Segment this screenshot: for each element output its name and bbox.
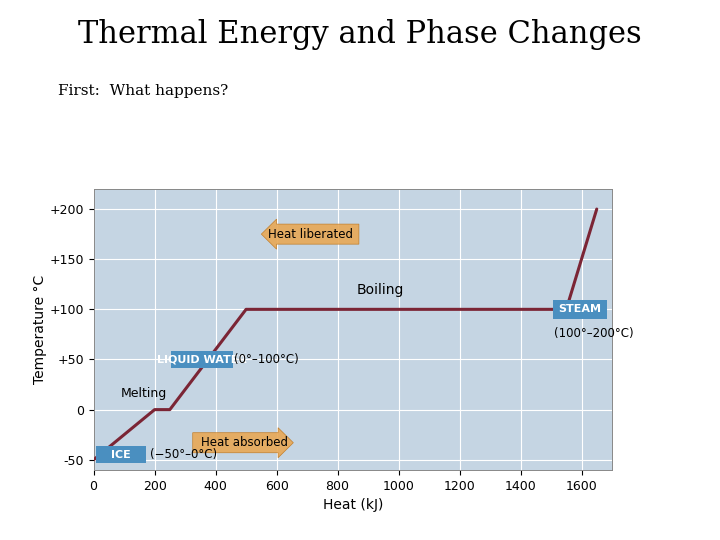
Text: (100°–200°C): (100°–200°C): [554, 327, 634, 340]
FancyBboxPatch shape: [553, 300, 607, 319]
Text: ICE: ICE: [111, 450, 131, 460]
X-axis label: Heat (kJ): Heat (kJ): [323, 498, 383, 512]
Text: STEAM: STEAM: [559, 305, 601, 314]
FancyArrow shape: [261, 219, 359, 249]
Text: (0°–100°C): (0°–100°C): [235, 353, 300, 366]
Text: Boiling: Boiling: [356, 284, 404, 298]
FancyArrow shape: [193, 428, 293, 458]
FancyBboxPatch shape: [171, 351, 233, 368]
Text: Heat liberated: Heat liberated: [268, 228, 353, 241]
Text: First:  What happens?: First: What happens?: [58, 84, 228, 98]
Text: Thermal Energy and Phase Changes: Thermal Energy and Phase Changes: [78, 19, 642, 50]
Y-axis label: Temperature °C: Temperature °C: [32, 275, 47, 384]
FancyBboxPatch shape: [96, 446, 145, 463]
Text: Melting: Melting: [121, 387, 167, 400]
Text: LIQUID WATER: LIQUID WATER: [157, 354, 247, 364]
Text: Heat absorbed: Heat absorbed: [201, 436, 288, 449]
Text: (−50°–0°C): (−50°–0°C): [150, 448, 217, 461]
